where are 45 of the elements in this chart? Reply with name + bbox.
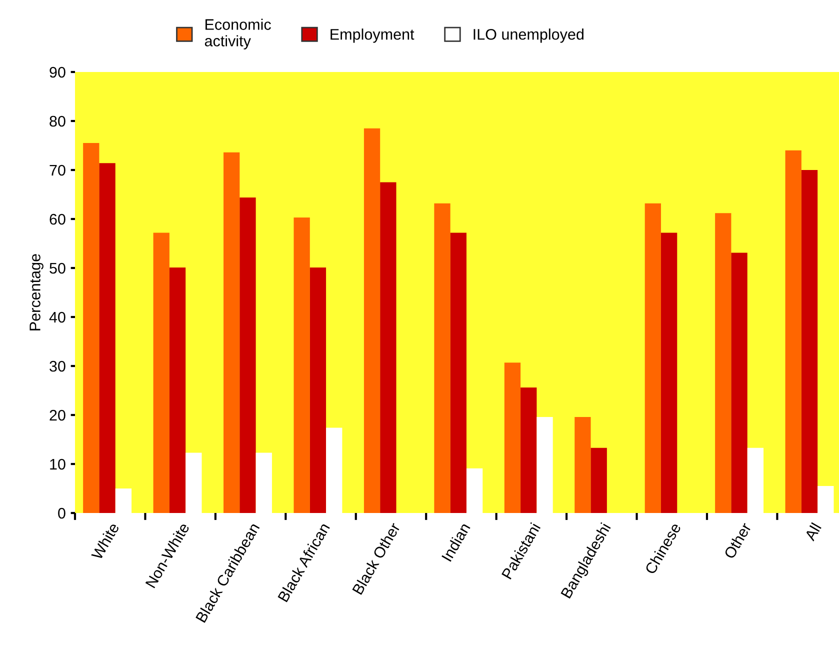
bar — [747, 448, 764, 513]
bar — [83, 143, 100, 513]
bar — [450, 232, 466, 513]
bar — [574, 416, 591, 513]
y-tick-label: 90 — [50, 66, 66, 78]
bar — [520, 388, 537, 513]
bar — [434, 203, 450, 513]
bar — [536, 416, 553, 513]
bar — [364, 128, 380, 513]
x-tick-label: All — [804, 522, 822, 542]
bar — [256, 452, 272, 513]
bar — [818, 486, 834, 513]
bar — [731, 252, 748, 513]
bar — [153, 232, 170, 513]
y-tick-label: 40 — [49, 312, 66, 323]
y-axis-title: Percentage — [30, 254, 44, 330]
bar — [715, 213, 732, 513]
bar — [660, 232, 678, 513]
y-tick-label: 80 — [50, 116, 66, 127]
bar — [224, 152, 240, 513]
bar — [186, 452, 202, 513]
bar — [380, 182, 396, 513]
y-tick-label: 60 — [50, 214, 66, 225]
bar — [169, 268, 186, 513]
y-tick-label: 0 — [58, 508, 66, 519]
legend-label: ILO unemployed — [474, 28, 584, 43]
bar — [466, 468, 483, 513]
legend-label: Employment — [330, 28, 414, 43]
y-tick-label: 70 — [50, 164, 66, 176]
bar — [590, 448, 607, 513]
y-tick-label: 50 — [50, 262, 66, 274]
bar — [326, 428, 342, 513]
legend-label: Economic activity — [204, 18, 271, 50]
y-tick-label: 10 — [50, 458, 66, 470]
bar — [504, 362, 521, 513]
bar — [240, 197, 256, 513]
bar — [310, 268, 326, 513]
bar — [99, 163, 116, 513]
y-tick-label: 30 — [50, 360, 66, 372]
bar — [294, 218, 310, 513]
bar — [801, 170, 818, 513]
bar — [644, 203, 661, 513]
y-tick-label: 20 — [50, 410, 66, 421]
bar — [115, 488, 132, 513]
bar — [785, 150, 802, 513]
